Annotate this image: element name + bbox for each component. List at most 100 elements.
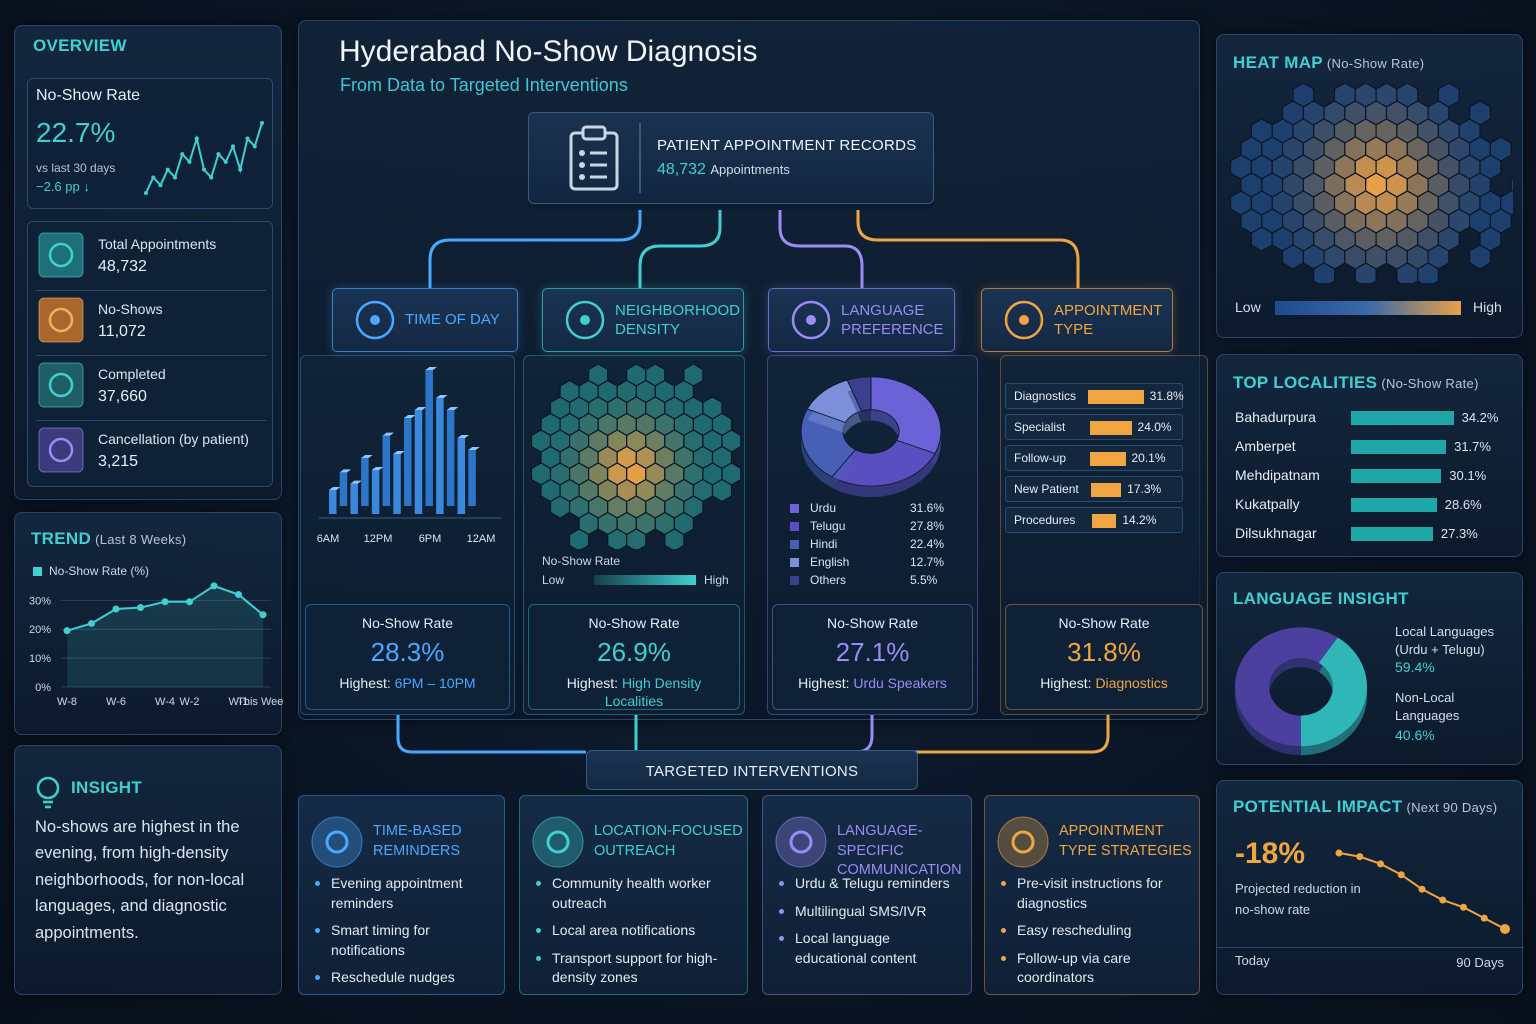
density-legend-title: No-Show Rate <box>542 554 621 568</box>
intervention-list: Urdu & Telugu reminders Multilingual SMS/… <box>779 874 963 976</box>
donut-slice <box>1301 637 1367 747</box>
hour-label: 6AM <box>317 533 340 545</box>
stat-label: Total Appointments <box>98 236 217 252</box>
highest-label: Highest: <box>566 675 619 691</box>
bullet <box>779 936 784 942</box>
impact-title-line: POTENTIAL IMPACT (Next 90 Days) <box>1233 797 1497 817</box>
type-bar <box>1090 483 1122 497</box>
hour-bar-top <box>436 395 448 398</box>
intervention-icon <box>311 816 363 868</box>
heat-high: High <box>1473 299 1502 315</box>
language-donut <box>800 376 942 498</box>
highest-label: Highest: <box>1040 675 1092 691</box>
connector <box>638 205 722 290</box>
delta: −2.6 pp ↓ <box>36 179 90 194</box>
locality-value: 34.2% <box>1461 410 1499 425</box>
factor-header: NEIGHBORHOOD DENSITY <box>542 288 744 352</box>
map-cell <box>1510 177 1513 193</box>
item-text: Smart timing for notifications <box>331 922 430 958</box>
heat-map-panel: HEAT MAP (No-Show Rate) Low High <box>1216 34 1523 338</box>
factor-rate: 26.9% <box>597 637 671 667</box>
type-row: Specialist 24.0% <box>1005 414 1183 440</box>
type-bar <box>1088 390 1144 404</box>
insight-title: INSIGHT <box>71 778 143 797</box>
clipboard-icon <box>569 125 619 191</box>
legend-swatch <box>790 504 799 513</box>
icon-glyph <box>789 830 813 854</box>
factor-panel: No-Show Rate 31.8% Highest: Diagnostics Dia… <box>1000 355 1208 715</box>
density-high: High <box>704 573 729 587</box>
impact-dot <box>1418 885 1426 893</box>
y-tick-label: 10% <box>29 653 51 665</box>
legend-swatch <box>33 567 42 576</box>
type-bar <box>1090 452 1126 466</box>
icon-ring <box>565 300 605 340</box>
y-tick-label: 0% <box>35 682 51 694</box>
factor-title: TIME OF DAY <box>405 311 500 329</box>
sparkline-dot <box>180 152 185 157</box>
bullet <box>1001 881 1006 886</box>
type-name: Procedures <box>1014 513 1076 527</box>
item-text: Follow-up via care coordinators <box>1017 949 1131 986</box>
item-text: Multilingual SMS/IVR <box>795 902 927 919</box>
type-value: 24.0% <box>1137 420 1172 434</box>
donut-slice-group <box>831 439 936 498</box>
stat-divider <box>36 420 266 421</box>
stat-value: 48,732 <box>98 258 147 275</box>
locality-name: Mehdipatnam <box>1235 467 1320 483</box>
y-tick-label: 30% <box>29 595 51 607</box>
hour-bar-top <box>414 407 427 410</box>
factor-panel: No-Show Rate 28.3% Highest: 6PM – 10PM 6AM 1… <box>300 355 515 715</box>
legend-swatch <box>790 540 799 549</box>
records-title: PATIENT APPOINTMENT RECORDS <box>657 137 917 154</box>
intervention-card: TIME-BASED REMINDERS Evening appointment … <box>298 795 505 995</box>
icon-bg <box>38 362 84 408</box>
hour-bar-top <box>457 435 470 438</box>
sparkline-dot <box>165 167 170 172</box>
factor-title: APPOINTMENT TYPE <box>1054 301 1163 339</box>
type-row: Diagnostics 31.8% <box>1005 383 1184 409</box>
factor-rate-label: No-Show Rate <box>588 615 680 631</box>
factor-title: NEIGHBORHOOD DENSITY <box>615 301 741 339</box>
map-cell <box>1313 262 1336 283</box>
page-subtitle: From Data to Targeted Interventions <box>340 75 628 95</box>
rate-value: 22.7% <box>36 117 116 148</box>
donut-slice-group <box>846 376 872 422</box>
sparkline-dot <box>216 152 221 157</box>
hour-bar <box>350 483 358 514</box>
stat-value: 11,072 <box>98 323 146 340</box>
impact-end: 90 Days <box>1456 955 1504 970</box>
factor-rate-label: No-Show Rate <box>826 615 919 631</box>
bulb-icon <box>36 776 60 809</box>
intervention-title: TIME-BASED REMINDERS <box>373 823 462 859</box>
type-name: Specialist <box>1014 420 1066 434</box>
legend-name: Telugu <box>810 519 846 533</box>
sparkline-dot <box>238 167 243 172</box>
records-count: 48,732 <box>657 161 706 178</box>
heat-map <box>1230 83 1513 283</box>
intervention-item: Smart timing for notifications <box>315 921 496 960</box>
hour-bar <box>414 410 423 514</box>
time-of-day-chart: 6AM 12PM 6PM 12AM <box>317 367 501 545</box>
hour-bar <box>425 370 433 506</box>
x-tick-label: W-6 <box>106 696 126 708</box>
locality-name: Kukatpally <box>1235 496 1300 512</box>
icon-core <box>370 315 380 325</box>
interventions-title: TARGETED INTERVENTIONS <box>645 763 859 780</box>
highest-value: 6PM – 10PM <box>394 675 476 691</box>
stat-label: Completed <box>98 366 166 382</box>
legend-value: 5.5% <box>910 573 938 587</box>
trend-period: (Last 8 Weeks) <box>95 532 187 547</box>
rate-card: No-Show Rate 22.7% vs last 30 days −2.6 … <box>27 78 273 209</box>
type-name: Diagnostics <box>1014 389 1077 403</box>
type-row: Procedures 14.2% <box>1005 507 1183 533</box>
intervention-item: Local language educational content <box>779 929 963 968</box>
icon-glyph <box>48 437 74 463</box>
legend-name: Others <box>810 573 847 587</box>
factor-highest: Highest: Diagnostics <box>1006 674 1202 692</box>
trend-dot <box>186 598 193 606</box>
density-low: Low <box>542 573 565 587</box>
sparkline-dot <box>223 159 228 164</box>
intervention-card: APPOINTMENT TYPE STRATEGIES Pre-visit ins… <box>984 795 1200 995</box>
